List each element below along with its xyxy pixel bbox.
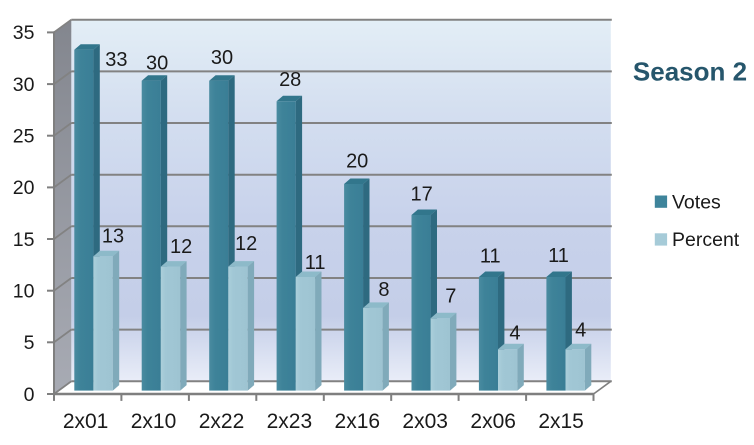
svg-text:8: 8 [378,279,389,301]
svg-text:4: 4 [509,323,520,345]
svg-text:2x22: 2x22 [199,410,245,433]
svg-text:5: 5 [24,332,35,354]
svg-text:Season 2: Season 2 [633,57,747,87]
svg-text:4: 4 [575,319,586,341]
svg-text:2x15: 2x15 [538,410,584,433]
svg-text:2x03: 2x03 [402,410,448,433]
svg-text:2x10: 2x10 [131,410,177,433]
svg-text:30: 30 [146,52,168,74]
svg-text:Votes: Votes [672,191,721,213]
svg-text:Percent: Percent [672,229,740,251]
svg-text:30: 30 [13,74,35,96]
svg-text:12: 12 [235,233,257,255]
svg-text:2x16: 2x16 [335,410,381,433]
svg-text:25: 25 [13,126,35,148]
svg-text:20: 20 [346,151,368,173]
svg-text:0: 0 [24,384,35,406]
svg-text:33: 33 [105,49,127,71]
svg-text:7: 7 [445,286,456,308]
svg-text:28: 28 [279,69,301,91]
svg-text:11: 11 [480,246,501,268]
svg-text:12: 12 [170,236,192,258]
svg-text:2x01: 2x01 [63,410,109,433]
svg-text:17: 17 [410,184,432,206]
svg-text:2x23: 2x23 [267,410,313,433]
svg-text:10: 10 [13,281,35,303]
svg-text:35: 35 [13,22,35,44]
svg-text:20: 20 [13,177,35,199]
svg-text:13: 13 [102,226,124,248]
svg-text:11: 11 [548,245,569,267]
svg-text:15: 15 [13,229,35,251]
svg-text:2x06: 2x06 [470,410,516,433]
svg-text:11: 11 [305,252,326,274]
svg-text:30: 30 [211,47,233,69]
